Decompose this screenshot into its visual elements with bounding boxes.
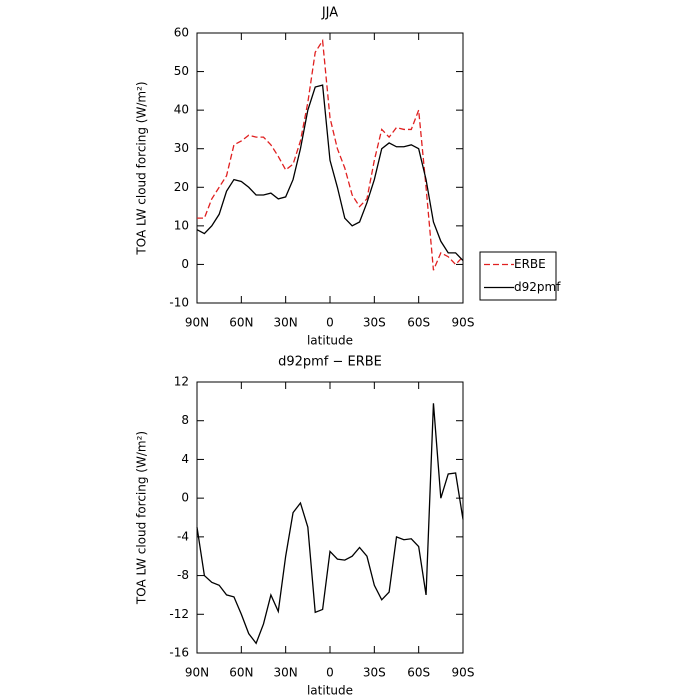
line-series xyxy=(196,403,464,645)
x-tick-label: 60N xyxy=(229,666,253,680)
y-tick-label: -12 xyxy=(169,607,189,621)
y-tick-label: -4 xyxy=(177,529,189,543)
y-tick-label: -16 xyxy=(169,646,189,660)
y-axis-label: TOA LW cloud forcing (W/m²) xyxy=(135,431,149,605)
y-tick-label: 10 xyxy=(174,218,189,232)
x-tick-label: 30N xyxy=(274,666,298,680)
plot-frame xyxy=(196,381,464,654)
y-tick-label: 30 xyxy=(174,141,189,155)
y-tick-label: 4 xyxy=(181,452,189,466)
x-tick-label: 60S xyxy=(407,666,430,680)
chart-title: JJA xyxy=(321,6,338,21)
x-axis-label: latitude xyxy=(307,684,353,698)
x-tick-label: 60N xyxy=(229,316,253,330)
x-tick-label: 90N xyxy=(185,666,209,680)
y-tick-label: 0 xyxy=(181,257,189,271)
legend-label: ERBE xyxy=(514,257,546,271)
y-tick-label: 0 xyxy=(181,491,189,505)
legend-box xyxy=(479,251,557,301)
y-tick-label: -8 xyxy=(177,568,189,582)
y-tick-label: 50 xyxy=(174,64,189,78)
x-tick-label: 30N xyxy=(274,316,298,330)
y-tick-label: -10 xyxy=(169,296,189,310)
y-tick-label: 8 xyxy=(181,413,189,427)
x-tick-label: 90S xyxy=(452,666,475,680)
y-axis-label: TOA LW cloud forcing (W/m²) xyxy=(135,81,149,255)
y-tick-label: 40 xyxy=(174,103,189,117)
x-tick-label: 0 xyxy=(326,316,334,330)
line-series xyxy=(197,38,464,271)
x-axis-label: latitude xyxy=(307,334,353,348)
y-tick-label: 60 xyxy=(174,26,189,40)
line-series xyxy=(196,84,464,262)
y-tick-label: 20 xyxy=(174,180,189,194)
x-tick-label: 30S xyxy=(363,316,386,330)
y-tick-label: 12 xyxy=(174,375,189,389)
x-tick-label: 30S xyxy=(363,666,386,680)
x-tick-label: 60S xyxy=(407,316,430,330)
legend-label: d92pmf xyxy=(514,280,561,294)
x-tick-label: 90N xyxy=(185,316,209,330)
chart-title: d92pmf − ERBE xyxy=(278,355,382,370)
x-tick-label: 0 xyxy=(326,666,334,680)
x-tick-label: 90S xyxy=(452,316,475,330)
